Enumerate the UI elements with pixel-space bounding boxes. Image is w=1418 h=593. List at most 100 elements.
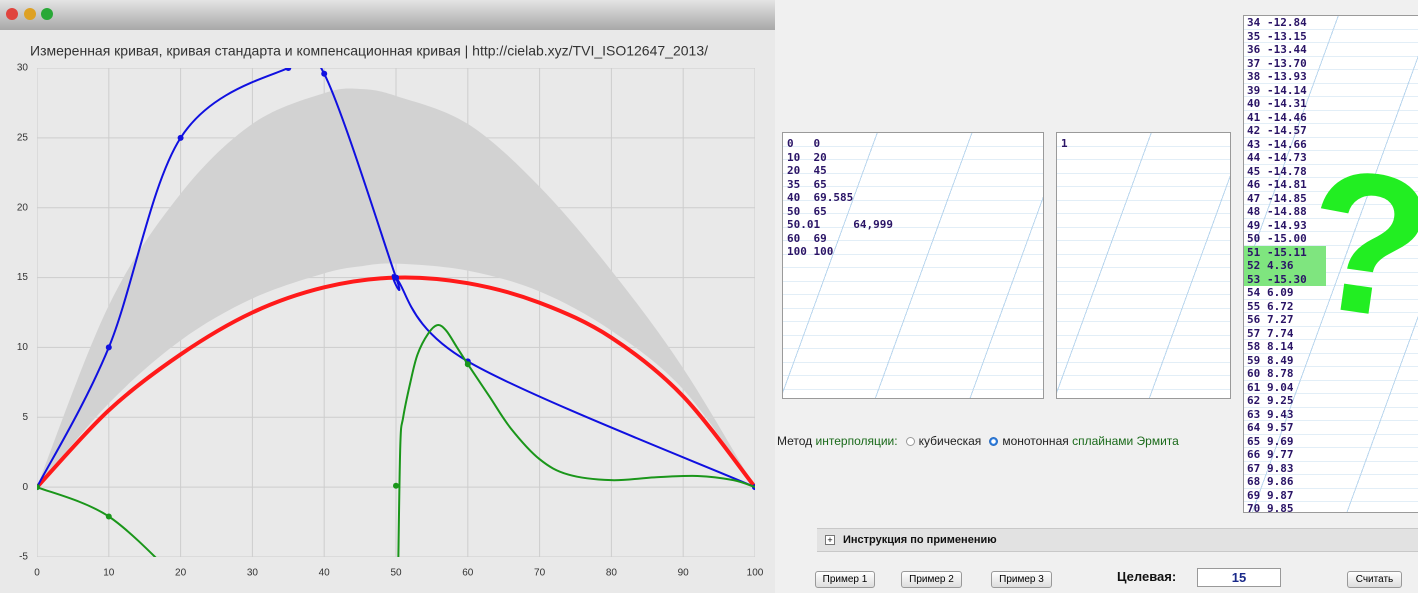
row-value: -14.31 xyxy=(1267,97,1307,110)
second-input[interactable]: 1 xyxy=(1056,132,1231,399)
data-point xyxy=(464,361,471,368)
minimize-button[interactable] xyxy=(24,8,36,20)
row-value: 9.69 xyxy=(1267,434,1294,448)
output-row: 36 -13.44 xyxy=(1244,43,1418,57)
output-row: 68 9.86 xyxy=(1244,475,1418,489)
method-label: интерполяции: xyxy=(815,434,898,448)
output-row: 65 9.69 xyxy=(1244,435,1418,449)
row-number: 35 xyxy=(1247,29,1261,43)
row-number: 53 xyxy=(1247,272,1261,286)
output-row: 54 6.09 xyxy=(1244,286,1418,300)
row-value: 9.83 xyxy=(1267,461,1294,475)
option-label[interactable]: монотонная xyxy=(1002,434,1069,448)
input-line: 100 100 xyxy=(787,245,834,258)
row-value: -13.15 xyxy=(1267,29,1307,43)
data-point xyxy=(105,513,112,520)
expand-icon[interactable]: + xyxy=(825,535,835,545)
row-number: 45 xyxy=(1247,164,1261,178)
x-tick-label: 60 xyxy=(462,568,474,579)
input-line: 60 69 xyxy=(787,231,827,245)
output-row: 63 9.43 xyxy=(1244,408,1418,422)
row-number: 40 xyxy=(1247,97,1261,110)
output-row: 41 -14.46 xyxy=(1244,111,1418,125)
output-row: 49 -14.93 xyxy=(1244,219,1418,233)
input-line: 1 xyxy=(1061,137,1068,150)
row-number: 41 xyxy=(1247,110,1261,124)
row-number: 66 xyxy=(1247,448,1261,461)
row-number: 51 xyxy=(1247,245,1261,259)
output-list: 34 -12.84 35 -13.15 36 -13.44 37 -13.70 38 -13.93… xyxy=(1243,15,1418,515)
row-number: 65 xyxy=(1247,434,1261,448)
row-value: -14.66 xyxy=(1267,137,1307,151)
chart-title: Измеренная кривая, кривая стандарта и ко… xyxy=(30,43,708,59)
row-value: 7.74 xyxy=(1267,326,1294,340)
row-value: 9.25 xyxy=(1267,394,1294,407)
row-value: 9.77 xyxy=(1267,448,1294,461)
option-label[interactable]: кубическая xyxy=(918,434,982,448)
row-number: 63 xyxy=(1247,407,1261,421)
row-value: -13.70 xyxy=(1267,56,1307,70)
x-tick-label: 100 xyxy=(747,568,764,579)
radio-cubic[interactable] xyxy=(905,437,915,446)
example-button[interactable]: Пример 3 xyxy=(991,571,1052,588)
points-input[interactable]: 0 0 10 20 20 45 35 65 40 69.585 50 65 50.01 64… xyxy=(782,132,1044,399)
chart-window: Измеренная кривая, кривая стандарта и ко… xyxy=(0,0,775,579)
input-line: 0 0 xyxy=(787,137,821,150)
output-row: 62 9.25 xyxy=(1244,394,1418,408)
row-number: 60 xyxy=(1247,367,1261,380)
input-line: 10 20 xyxy=(787,150,827,164)
row-value: 9.86 xyxy=(1267,475,1294,488)
close-button[interactable] xyxy=(6,8,18,20)
output-row: 50 -15.00 xyxy=(1244,232,1418,246)
question-overlay: ? xyxy=(1318,160,1418,360)
row-value: 6.09 xyxy=(1267,286,1294,299)
row-value: -14.81 xyxy=(1267,178,1307,191)
data-point xyxy=(285,68,292,71)
output-row: 34 -12.84 xyxy=(1244,16,1418,30)
example-button[interactable]: Пример 2 xyxy=(901,571,962,588)
output-row: 55 6.72 xyxy=(1244,300,1418,314)
plot xyxy=(37,68,755,557)
x-tick-label: 10 xyxy=(103,568,115,579)
output-row: 67 9.83 xyxy=(1244,462,1418,476)
output-row: 45 -14.78 xyxy=(1244,165,1418,179)
target-input[interactable]: 15 xyxy=(1197,568,1281,587)
instructions-label[interactable]: Инструкция по применению xyxy=(843,534,997,546)
data-point xyxy=(321,70,328,77)
x-tick-label: 30 xyxy=(247,568,259,579)
y-tick-label: 10 xyxy=(17,342,29,353)
row-value: -14.85 xyxy=(1267,191,1307,205)
row-number: 54 xyxy=(1247,286,1261,299)
y-tick-label: 5 xyxy=(22,412,28,423)
data-point xyxy=(393,274,400,281)
row-value: -15.00 xyxy=(1267,232,1307,245)
y-tick-label: 0 xyxy=(22,482,28,493)
row-number: 34 xyxy=(1247,16,1261,29)
example-button[interactable]: Пример 1 xyxy=(815,571,875,588)
compute-button[interactable]: Считать xyxy=(1347,571,1402,588)
row-value: -14.46 xyxy=(1267,110,1307,124)
row-number: 49 xyxy=(1247,218,1261,232)
row-value: -14.88 xyxy=(1267,205,1307,218)
y-tick-label: 30 xyxy=(17,63,29,74)
data-point xyxy=(393,482,399,489)
y-tick-label: 15 xyxy=(17,272,29,283)
output-row: 35 -13.15 xyxy=(1244,30,1418,44)
output-row: 58 8.14 xyxy=(1244,340,1418,354)
row-number: 46 xyxy=(1247,178,1261,191)
output-row: 42 -14.57 xyxy=(1244,124,1418,138)
radio-monotone[interactable] xyxy=(989,437,999,446)
row-value: -14.93 xyxy=(1267,218,1307,232)
row-number: 48 xyxy=(1247,205,1261,218)
zoom-button[interactable] xyxy=(41,8,53,20)
title-bar xyxy=(0,0,775,30)
input-line: 20 45 xyxy=(787,164,827,177)
y-tick-label: 25 xyxy=(17,132,29,143)
row-value: 9.87 xyxy=(1267,488,1294,502)
x-tick-label: 50 xyxy=(390,568,402,579)
option-label[interactable]: сплайнами Эрмита xyxy=(1072,434,1179,448)
row-number: 61 xyxy=(1247,380,1261,394)
input-line: 40 69.585 xyxy=(787,191,854,204)
instructions-bar[interactable]: + Инструкция по применению xyxy=(817,528,1418,552)
